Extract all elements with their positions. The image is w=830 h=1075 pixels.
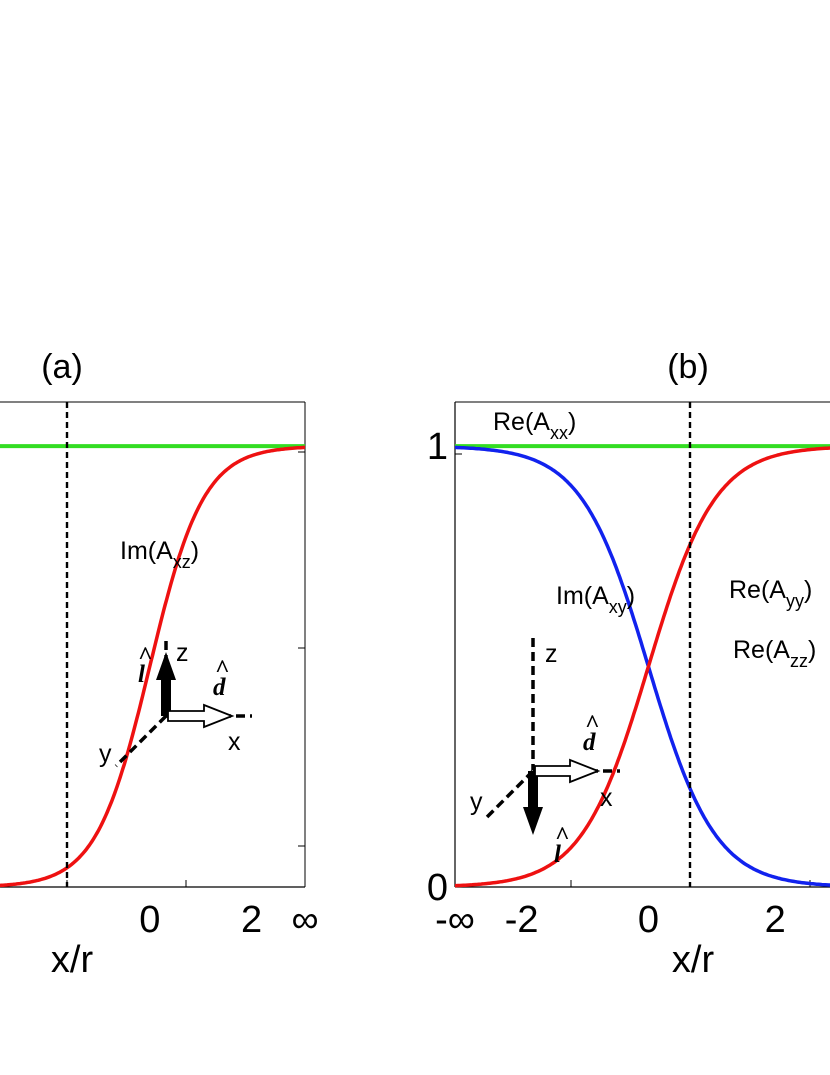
panel-b-x-ticks: -∞ -2 0 2 [435,899,786,941]
inset-b-d: d [583,729,596,756]
panel-b-y-ticks: 01 [427,426,448,909]
y-axis-dashed [484,769,535,820]
panel-a-inset: z x y l ^ d ^ [99,639,252,768]
panel-a: (a) 0 2 ∞ x/r Im(Axz) z x [0,348,319,981]
d-vector-arrow [167,703,235,729]
inset-b-x: x [600,784,613,812]
l-vector-arrow [523,771,543,835]
x-tick-a-2: ∞ [291,899,318,941]
inset-b-z: z [545,640,558,668]
y-tick-b-1: 1 [427,426,448,468]
panel-b-title: (b) [667,348,709,386]
inset-b-l: l [554,841,561,868]
label-im-axy: Im(Axy) [556,582,635,617]
panel-b-axes [454,401,830,888]
inset-a-d-hat: ^ [215,656,229,683]
panel-a-xlabel: x/r [51,939,94,981]
panel-b-inset: z x y l ^ d ^ [470,638,620,868]
panel-b-curves [455,444,830,888]
x-tick-b-3: 2 [765,899,786,941]
inset-b-y: y [470,788,483,816]
inset-a-d: d [213,674,226,701]
inset-b-d-hat: ^ [585,711,599,738]
inset-a-l-hat: ^ [138,643,152,670]
l-vector-arrow [156,652,176,716]
panel-b: (b) 01 -∞ -2 0 2 x/r Re(Axx) Im(Axy) Re(Ayy… [427,348,830,981]
label-re-axx: Re(Axx) [493,408,576,443]
x-tick-a-1: 2 [241,899,262,941]
label-re-azz: Re(Azz) [733,636,816,671]
inset-a-l: l [138,661,145,688]
x-tick-a-0: 0 [139,899,160,941]
y-tick-b-0: 0 [427,867,448,909]
label-re-ayy: Re(Ayy) [729,576,812,611]
panel-a-title: (a) [41,348,83,386]
label-im-axz: Im(Axz) [120,537,199,572]
d-vector-arrow [534,758,601,784]
inset-a-z: z [176,639,189,667]
inset-a-x: x [228,728,241,756]
x-tick-b-1: -2 [505,899,539,941]
panel-a-axes [0,401,306,888]
panel-b-xlabel: x/r [672,939,715,981]
inset-a-y: y [99,740,112,768]
series-a-1 [0,445,305,888]
series-b-1 [455,445,830,887]
panel-a-curves [0,444,305,888]
panel-a-x-ticks: 0 2 ∞ [139,899,318,941]
inset-b-l-hat: ^ [555,823,569,850]
x-tick-b-2: 0 [638,899,659,941]
y-axis-dashed [114,714,168,768]
x-tick-b-0: -∞ [435,899,475,941]
series-b-2 [455,446,830,888]
